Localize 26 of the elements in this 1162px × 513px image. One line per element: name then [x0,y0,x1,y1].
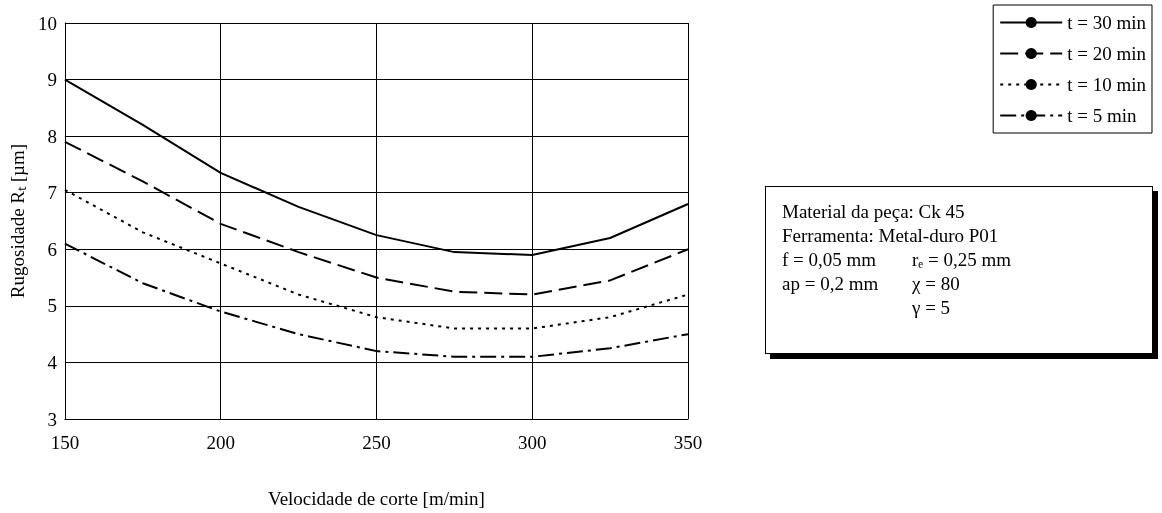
x-tick-label: 200 [206,432,235,453]
text: γ = 5 [912,297,952,319]
x-tick-label: 300 [517,432,547,453]
text: χ = 80 [912,273,961,295]
text: f = 0,05 mm [782,249,878,271]
legend-label: t = 30 min [1067,12,1147,33]
y-tick-label: 9 [47,69,57,91]
x-axis-title: Velocidade de corte [m/min] [268,488,485,509]
y-tick-label: 8 [47,125,57,147]
text: rₑ = 0,25 mm [912,249,1012,271]
legend-label: t = 20 min [1067,43,1147,64]
legend-label: t = 10 min [1067,74,1147,95]
x-tick-label: 150 [50,432,80,453]
y-axis-title: Rugosidade Rₜ [µm] [7,143,28,299]
y-tick-label: 3 [47,408,57,430]
legend-label: t = 5 min [1067,105,1137,126]
x-tick-label: 350 [673,432,703,453]
text: Material da peça: Ck 45 [782,201,966,223]
x-tick-label: 250 [362,432,391,453]
y-tick-label: 10 [37,12,57,34]
text: ap = 0,2 mm [782,273,880,295]
y-tick-label: 5 [47,295,57,317]
y-tick-label: 4 [47,351,58,373]
y-tick-label: 6 [47,238,57,260]
text: Ferramenta: Metal-duro P01 [782,225,1000,247]
y-tick-label: 7 [47,182,57,204]
